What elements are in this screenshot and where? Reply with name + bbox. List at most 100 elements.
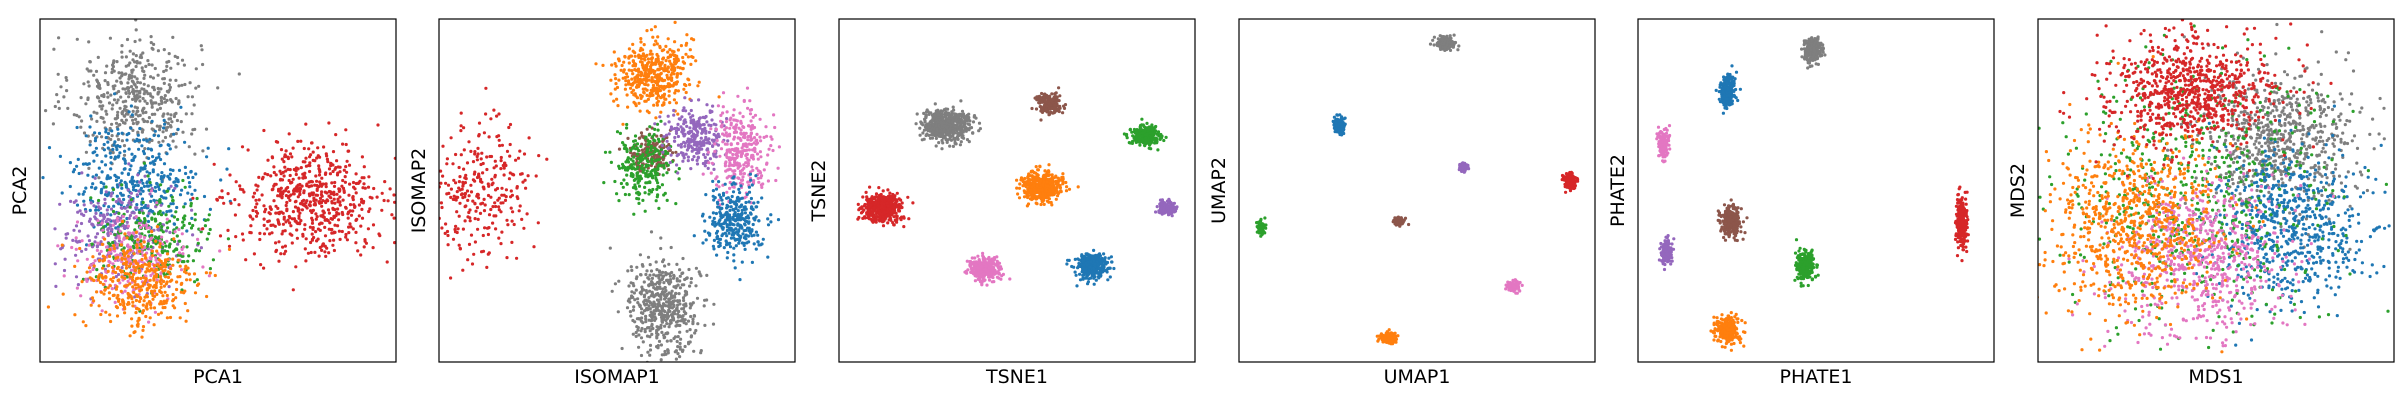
scatter-point: [129, 268, 134, 272]
scatter-point: [156, 185, 161, 189]
scatter-point: [508, 122, 513, 127]
scatter-point: [169, 113, 173, 117]
scatter-point: [137, 216, 141, 220]
scatter-point: [324, 182, 328, 186]
scatter-point: [161, 242, 165, 246]
scatter-point: [288, 152, 293, 156]
scatter-point: [680, 115, 684, 119]
scatter-point: [643, 209, 647, 213]
scatter-point: [676, 319, 680, 323]
scatter-point: [157, 90, 161, 94]
scatter-point: [138, 61, 142, 65]
scatter-point: [660, 319, 664, 323]
scatter-point: [634, 187, 638, 191]
scatter-point: [237, 203, 241, 207]
scatter-point: [636, 297, 640, 301]
scatter-point: [228, 173, 232, 177]
scatter-point: [695, 162, 700, 166]
scatter-point: [262, 217, 266, 221]
scatter-point: [360, 155, 364, 159]
scatter-point: [85, 243, 89, 247]
scatter-point: [158, 239, 162, 243]
scatter-point: [138, 126, 142, 131]
scatter-point: [75, 286, 79, 290]
scatter-point: [56, 72, 60, 76]
scatter-point: [84, 102, 88, 106]
scatter-point: [136, 238, 140, 242]
scatter-point: [639, 79, 643, 83]
scatter-point: [751, 148, 755, 152]
scatter-point: [325, 246, 329, 250]
scatter-point: [445, 192, 449, 196]
scatter-point: [321, 209, 325, 213]
scatter-point: [733, 266, 737, 270]
scatter-point: [274, 211, 278, 215]
scatter-point: [345, 238, 349, 242]
scatter-point: [120, 171, 124, 175]
scatter-point: [121, 223, 125, 228]
scatter-point: [648, 263, 652, 267]
scatter-point: [74, 247, 78, 251]
scatter-point: [102, 182, 106, 186]
scatter-point: [279, 252, 283, 256]
scatter-point: [100, 107, 104, 111]
scatter-point: [336, 165, 340, 169]
scatter-point: [176, 275, 180, 279]
scatter-point: [475, 154, 479, 159]
scatter-point: [109, 207, 114, 211]
scatter-point: [295, 189, 299, 193]
scatter-point: [128, 214, 132, 218]
scatter-point: [630, 146, 635, 150]
scatter-point: [320, 190, 324, 194]
scatter-point: [655, 158, 659, 162]
scatter-point: [270, 231, 274, 235]
scatter-point: [655, 268, 659, 272]
scatter-point: [102, 142, 106, 147]
scatter-point: [650, 313, 654, 317]
scatter-point: [351, 196, 355, 200]
scatter-point: [689, 98, 693, 103]
scatter-point: [717, 219, 721, 223]
scatter-point: [657, 294, 661, 298]
scatter-point: [168, 177, 172, 181]
scatter-point: [123, 104, 127, 108]
scatter-point: [346, 149, 350, 153]
scatter-point: [138, 91, 142, 95]
scatter-point: [97, 81, 101, 86]
scatter-point: [347, 193, 351, 197]
scatter-point: [127, 216, 131, 220]
scatter-point: [456, 227, 460, 231]
scatter-point: [131, 304, 135, 308]
scatter-point: [648, 282, 652, 286]
scatter-point: [703, 126, 707, 130]
scatter-point: [704, 159, 708, 163]
scatter-point: [718, 244, 722, 248]
scatter-point: [141, 309, 146, 313]
scatter-point: [736, 136, 740, 140]
scatter-point: [115, 306, 119, 310]
scatter-point: [279, 148, 284, 152]
scatter-point: [694, 266, 699, 270]
scatter-point: [148, 171, 152, 175]
scatter-point: [656, 35, 660, 39]
scatter-point: [184, 112, 188, 116]
scatter-point: [711, 244, 716, 248]
scatter-point: [308, 164, 312, 168]
scatter-point: [158, 106, 162, 110]
scatter-point: [750, 205, 754, 209]
scatter-point: [96, 275, 100, 279]
scatter-point: [88, 208, 92, 212]
scatter-point: [705, 103, 709, 107]
scatter-point: [13, 276, 16, 279]
scatter-point: [255, 202, 259, 206]
scatter-point: [141, 200, 145, 205]
scatter-point: [107, 291, 111, 295]
scatter-point: [712, 302, 716, 306]
scatter-point: [125, 260, 129, 264]
scatter-point: [149, 199, 153, 203]
scatter-point: [701, 130, 705, 134]
scatter-point: [322, 145, 326, 149]
scatter-point: [663, 122, 667, 126]
scatter-point: [116, 137, 121, 142]
scatter-point: [187, 254, 191, 258]
